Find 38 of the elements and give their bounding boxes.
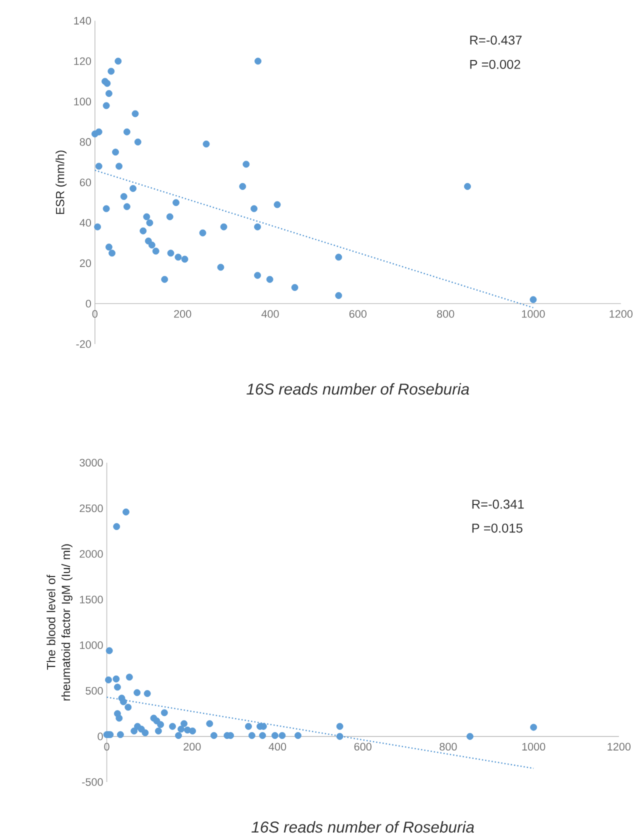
x-tick-label: 200 [184, 742, 201, 751]
y-tick-label: 500 [86, 686, 104, 695]
x-tick-label: 1000 [522, 742, 546, 751]
y-tick-label: 140 [74, 16, 92, 25]
x-tick-label: 1200 [608, 742, 631, 751]
x-tick-label: 600 [354, 742, 372, 751]
x-tick-label: 800 [440, 742, 457, 751]
y-axis-title: ESR (mm/h) [56, 150, 67, 214]
y-tick-label: -20 [76, 340, 92, 348]
x-tick-label: 0 [104, 742, 110, 751]
x-axis-title: 16S reads number of Roseburia [246, 383, 470, 395]
x-tick-label: 1000 [522, 310, 546, 318]
x-tick-label: 400 [262, 310, 280, 318]
y-tick-label: 100 [74, 98, 92, 106]
y-tick-label: 3000 [80, 458, 104, 467]
y-tick-label: 1500 [80, 596, 104, 604]
y-tick-label: 40 [80, 218, 92, 227]
x-tick-label: 1200 [610, 310, 633, 318]
y-tick-label: 80 [80, 138, 92, 146]
annotation: R=-0.341 [472, 500, 524, 509]
y-tick-label: 0 [98, 732, 104, 740]
y-tick-label: 2500 [80, 504, 104, 512]
x-tick-label: 600 [350, 310, 367, 318]
y-tick-label: 60 [80, 178, 92, 186]
x-axis-title: 16S reads number of Roseburia [252, 821, 474, 833]
y-tick-label: 20 [80, 259, 92, 268]
x-tick-label: 400 [268, 742, 286, 751]
annotation: P =0.002 [470, 60, 520, 69]
x-tick-label: 800 [437, 310, 454, 318]
x-tick-label: 200 [174, 310, 192, 318]
y-tick-label: -500 [82, 778, 104, 786]
y-tick-label: 2000 [80, 550, 104, 558]
y-tick-label: 1000 [80, 641, 104, 650]
annotation: P =0.015 [472, 524, 523, 533]
y-axis-title: The blood level of rheumatoid factor IgM (Iu/ ml) [46, 544, 73, 700]
y-tick-label: 120 [74, 57, 92, 65]
y-tick-label: 0 [86, 300, 92, 308]
annotation: R=-0.437 [470, 36, 522, 45]
